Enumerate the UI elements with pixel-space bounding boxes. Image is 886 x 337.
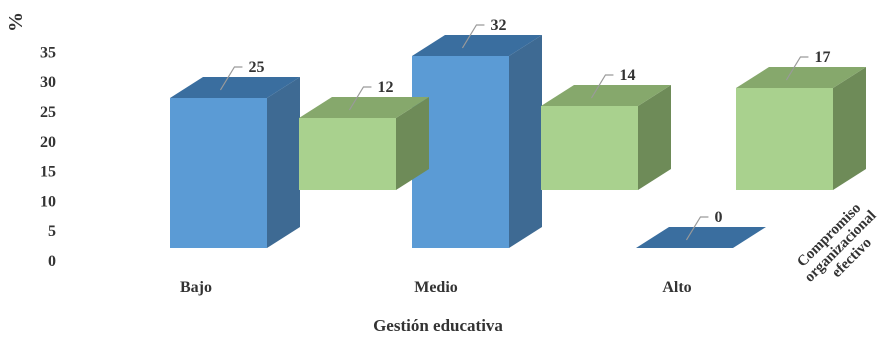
data-label: 14 (619, 67, 635, 84)
y-axis-label: % (5, 12, 27, 32)
data-label-leader (219, 66, 243, 91)
data-label: 0 (714, 209, 722, 226)
x-axis: Bajo Medio Alto (180, 279, 692, 296)
legend: Compromisoorganizacionalefectivo (790, 196, 886, 297)
bar-3d (636, 227, 766, 248)
x-tick-label: Alto (662, 279, 691, 296)
y-tick-label: 5 (48, 223, 56, 240)
bar-3d (736, 67, 866, 190)
bar-side-face (509, 35, 542, 248)
legend-entry: Compromisoorganizacionalefectivo (790, 196, 886, 297)
bars: 25 32 0 12 14 17 (170, 17, 866, 248)
bar-3d (299, 97, 429, 190)
x-axis-label: Gestión educativa (373, 316, 503, 335)
data-label: 12 (377, 79, 393, 96)
bar-side-face (833, 67, 866, 190)
x-tick-label: Bajo (180, 279, 212, 296)
bar-3d (412, 35, 542, 248)
bar-side-face (267, 77, 300, 248)
y-tick-label: 30 (40, 74, 56, 91)
bar-top-face (412, 35, 542, 56)
bar-side-face (396, 97, 429, 190)
y-tick-label: 10 (40, 193, 56, 210)
y-tick-label: 35 (40, 44, 56, 61)
bar-top-face (541, 85, 671, 106)
data-label-leader (685, 216, 709, 241)
data-label-leader (461, 24, 485, 49)
bar-top-face (636, 227, 766, 248)
y-tick-label: 25 (40, 104, 56, 121)
data-label-leader (348, 86, 372, 111)
bar-top-face (299, 97, 429, 118)
bar-front-face (170, 98, 267, 248)
y-tick-label: 15 (40, 164, 56, 181)
data-label: 25 (248, 59, 264, 76)
y-tick-label: 20 (40, 134, 56, 151)
bar-side-face (638, 85, 671, 190)
y-tick-label: 0 (48, 253, 56, 270)
data-label: 17 (814, 49, 830, 66)
bar-front-face (299, 118, 396, 190)
data-label-leader (590, 74, 614, 99)
bar-3d (170, 77, 300, 248)
x-tick-label: Medio (414, 279, 458, 296)
bar-front-face (736, 88, 833, 190)
bar-top-face (170, 77, 300, 98)
data-label: 32 (490, 17, 506, 34)
y-axis: 0 5 10 15 20 25 30 35 (40, 44, 56, 270)
bar-front-face (541, 106, 638, 190)
bar-3d (541, 85, 671, 190)
bar-top-face (736, 67, 866, 88)
data-label-leader (785, 56, 809, 81)
